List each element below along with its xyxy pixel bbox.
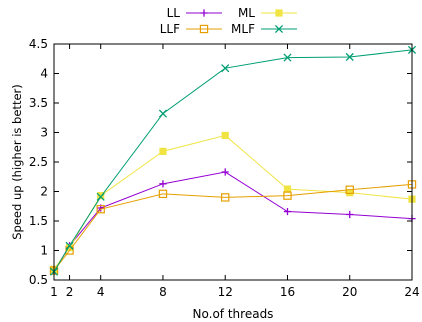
series-line — [53, 49, 413, 272]
data-point — [221, 131, 229, 140]
y-tick-label: 2.5 — [29, 155, 48, 169]
data-point — [65, 241, 74, 250]
data-point — [283, 191, 292, 200]
data-point — [283, 185, 292, 193]
y-tick-label: 3.5 — [29, 96, 48, 110]
legend-label: MLF — [231, 22, 255, 36]
axes: 1 2 4 8 12 16 20 240.511.522.533.544.5 — [29, 37, 420, 299]
y-tick-label: 4.5 — [29, 37, 48, 51]
series-ml — [50, 131, 416, 273]
series-line — [53, 183, 413, 271]
legend-marker — [200, 9, 208, 17]
data-point — [221, 193, 230, 202]
y-tick-label: 3 — [40, 126, 48, 140]
data-point — [221, 64, 230, 73]
legend-item-mlf: MLF — [231, 22, 297, 36]
legend-item-ll: LL — [167, 6, 222, 20]
x-tick-label: 1 — [50, 285, 58, 299]
data-point — [346, 210, 354, 219]
series-llf — [49, 180, 417, 275]
plot-frame — [53, 43, 413, 281]
x-tick-label: 8 — [159, 285, 167, 299]
x-tick-label: 16 — [280, 285, 295, 299]
x-tick-label: 4 — [97, 285, 105, 299]
series-ll — [50, 168, 416, 275]
y-tick-label: 4 — [40, 67, 48, 81]
y-tick-label: 1.5 — [29, 214, 48, 228]
y-axis-label: Speed up (higher is better) — [10, 84, 24, 240]
data-point — [159, 180, 167, 188]
data-point — [159, 147, 167, 155]
x-tick-label: 24 — [404, 285, 419, 299]
legend: LL ML LLF MLF — [160, 6, 297, 36]
legend-item-llf: LLF — [160, 22, 222, 36]
data-point — [96, 192, 105, 201]
legend-label: LL — [167, 6, 181, 20]
x-tick-label: 12 — [218, 285, 233, 299]
data-point — [158, 189, 168, 199]
legend-item-ml: ML — [238, 6, 297, 20]
data-point — [345, 185, 354, 194]
data-point — [65, 246, 74, 255]
legend-marker — [275, 9, 283, 17]
data-point — [221, 168, 229, 176]
legend-label: LLF — [160, 22, 180, 36]
x-axis-label: No.of threads — [193, 307, 274, 321]
data-point — [345, 52, 354, 62]
legend-label: ML — [238, 6, 255, 20]
x-tick-label: 20 — [342, 285, 357, 299]
data-point — [283, 53, 292, 62]
data-point — [65, 243, 74, 252]
data-point — [346, 189, 354, 197]
series-line — [53, 134, 413, 270]
data-point — [96, 205, 105, 214]
y-tick-label: 1 — [40, 244, 48, 258]
data-point — [283, 207, 292, 216]
y-tick-label: 0.5 — [29, 273, 48, 287]
x-tick-label: 2 — [66, 285, 74, 299]
series-mlf — [49, 45, 417, 276]
plot-area — [49, 45, 417, 276]
y-tick-label: 2 — [40, 185, 48, 199]
data-point — [158, 109, 168, 118]
data-point — [97, 192, 105, 200]
legend-marker — [274, 24, 284, 34]
legend-marker — [199, 24, 209, 34]
